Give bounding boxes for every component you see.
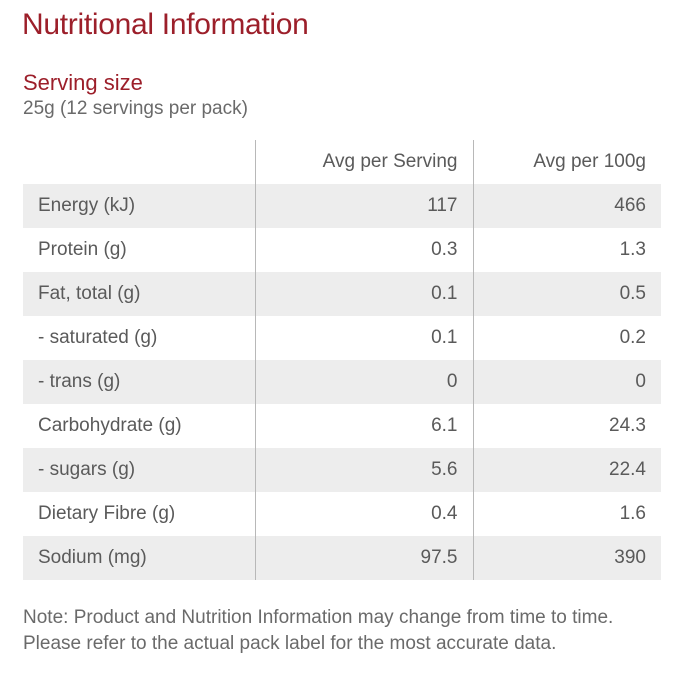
avg-per-100g-value: 22.4 bbox=[472, 448, 661, 492]
avg-per-serving-value: 97.5 bbox=[254, 536, 473, 580]
avg-per-100g-value: 0.5 bbox=[472, 272, 661, 316]
nutrient-name: Carbohydrate (g) bbox=[23, 404, 255, 448]
disclaimer-note: Note: Product and Nutrition Information … bbox=[23, 607, 614, 654]
table-row: Sodium (mg) 97.5 390 bbox=[23, 536, 661, 580]
nutrient-name: Energy (kJ) bbox=[23, 184, 255, 228]
nutrient-name: Sodium (mg) bbox=[23, 536, 255, 580]
avg-per-100g-value: 390 bbox=[472, 536, 661, 580]
table-row: Protein (g) 0.3 1.3 bbox=[23, 228, 661, 272]
table-row: Carbohydrate (g) 6.1 24.3 bbox=[23, 404, 661, 448]
table-row: - saturated (g) 0.1 0.2 bbox=[23, 316, 661, 360]
nutrition-table: Avg per Serving Avg per 100g Energy (kJ)… bbox=[23, 140, 661, 580]
avg-per-100g-value: 1.6 bbox=[472, 492, 661, 536]
nutrient-name: Fat, total (g) bbox=[23, 272, 255, 316]
nutrient-name: - sugars (g) bbox=[23, 448, 255, 492]
avg-per-100g-value: 0 bbox=[472, 360, 661, 404]
avg-per-100g-value: 1.3 bbox=[472, 228, 661, 272]
serving-size-heading: Serving size bbox=[23, 70, 143, 95]
table-row: Dietary Fibre (g) 0.4 1.6 bbox=[23, 492, 661, 536]
table-row: - sugars (g) 5.6 22.4 bbox=[23, 448, 661, 492]
avg-per-serving-value: 0.4 bbox=[254, 492, 473, 536]
avg-per-serving-value: 0.1 bbox=[254, 316, 473, 360]
nutrient-name: - trans (g) bbox=[23, 360, 255, 404]
nutrient-name: Protein (g) bbox=[23, 228, 255, 272]
header-avg-per-100g: Avg per 100g bbox=[472, 140, 661, 184]
avg-per-serving-value: 6.1 bbox=[254, 404, 473, 448]
avg-per-serving-value: 0.3 bbox=[254, 228, 473, 272]
header-avg-per-serving: Avg per Serving bbox=[254, 140, 473, 184]
header-nutrient bbox=[23, 140, 255, 184]
page-title: Nutritional Information bbox=[22, 8, 309, 41]
table-row: Energy (kJ) 117 466 bbox=[23, 184, 661, 228]
avg-per-100g-value: 0.2 bbox=[472, 316, 661, 360]
nutrient-name: - saturated (g) bbox=[23, 316, 255, 360]
avg-per-100g-value: 466 bbox=[472, 184, 661, 228]
table-row: Fat, total (g) 0.1 0.5 bbox=[23, 272, 661, 316]
serving-size-value: 25g (12 servings per pack) bbox=[23, 98, 248, 119]
avg-per-serving-value: 0.1 bbox=[254, 272, 473, 316]
avg-per-serving-value: 0 bbox=[254, 360, 473, 404]
table-header-row: Avg per Serving Avg per 100g bbox=[23, 140, 661, 184]
avg-per-serving-value: 5.6 bbox=[254, 448, 473, 492]
nutrient-name: Dietary Fibre (g) bbox=[23, 492, 255, 536]
avg-per-serving-value: 117 bbox=[254, 184, 473, 228]
avg-per-100g-value: 24.3 bbox=[472, 404, 661, 448]
table-row: - trans (g) 0 0 bbox=[23, 360, 661, 404]
